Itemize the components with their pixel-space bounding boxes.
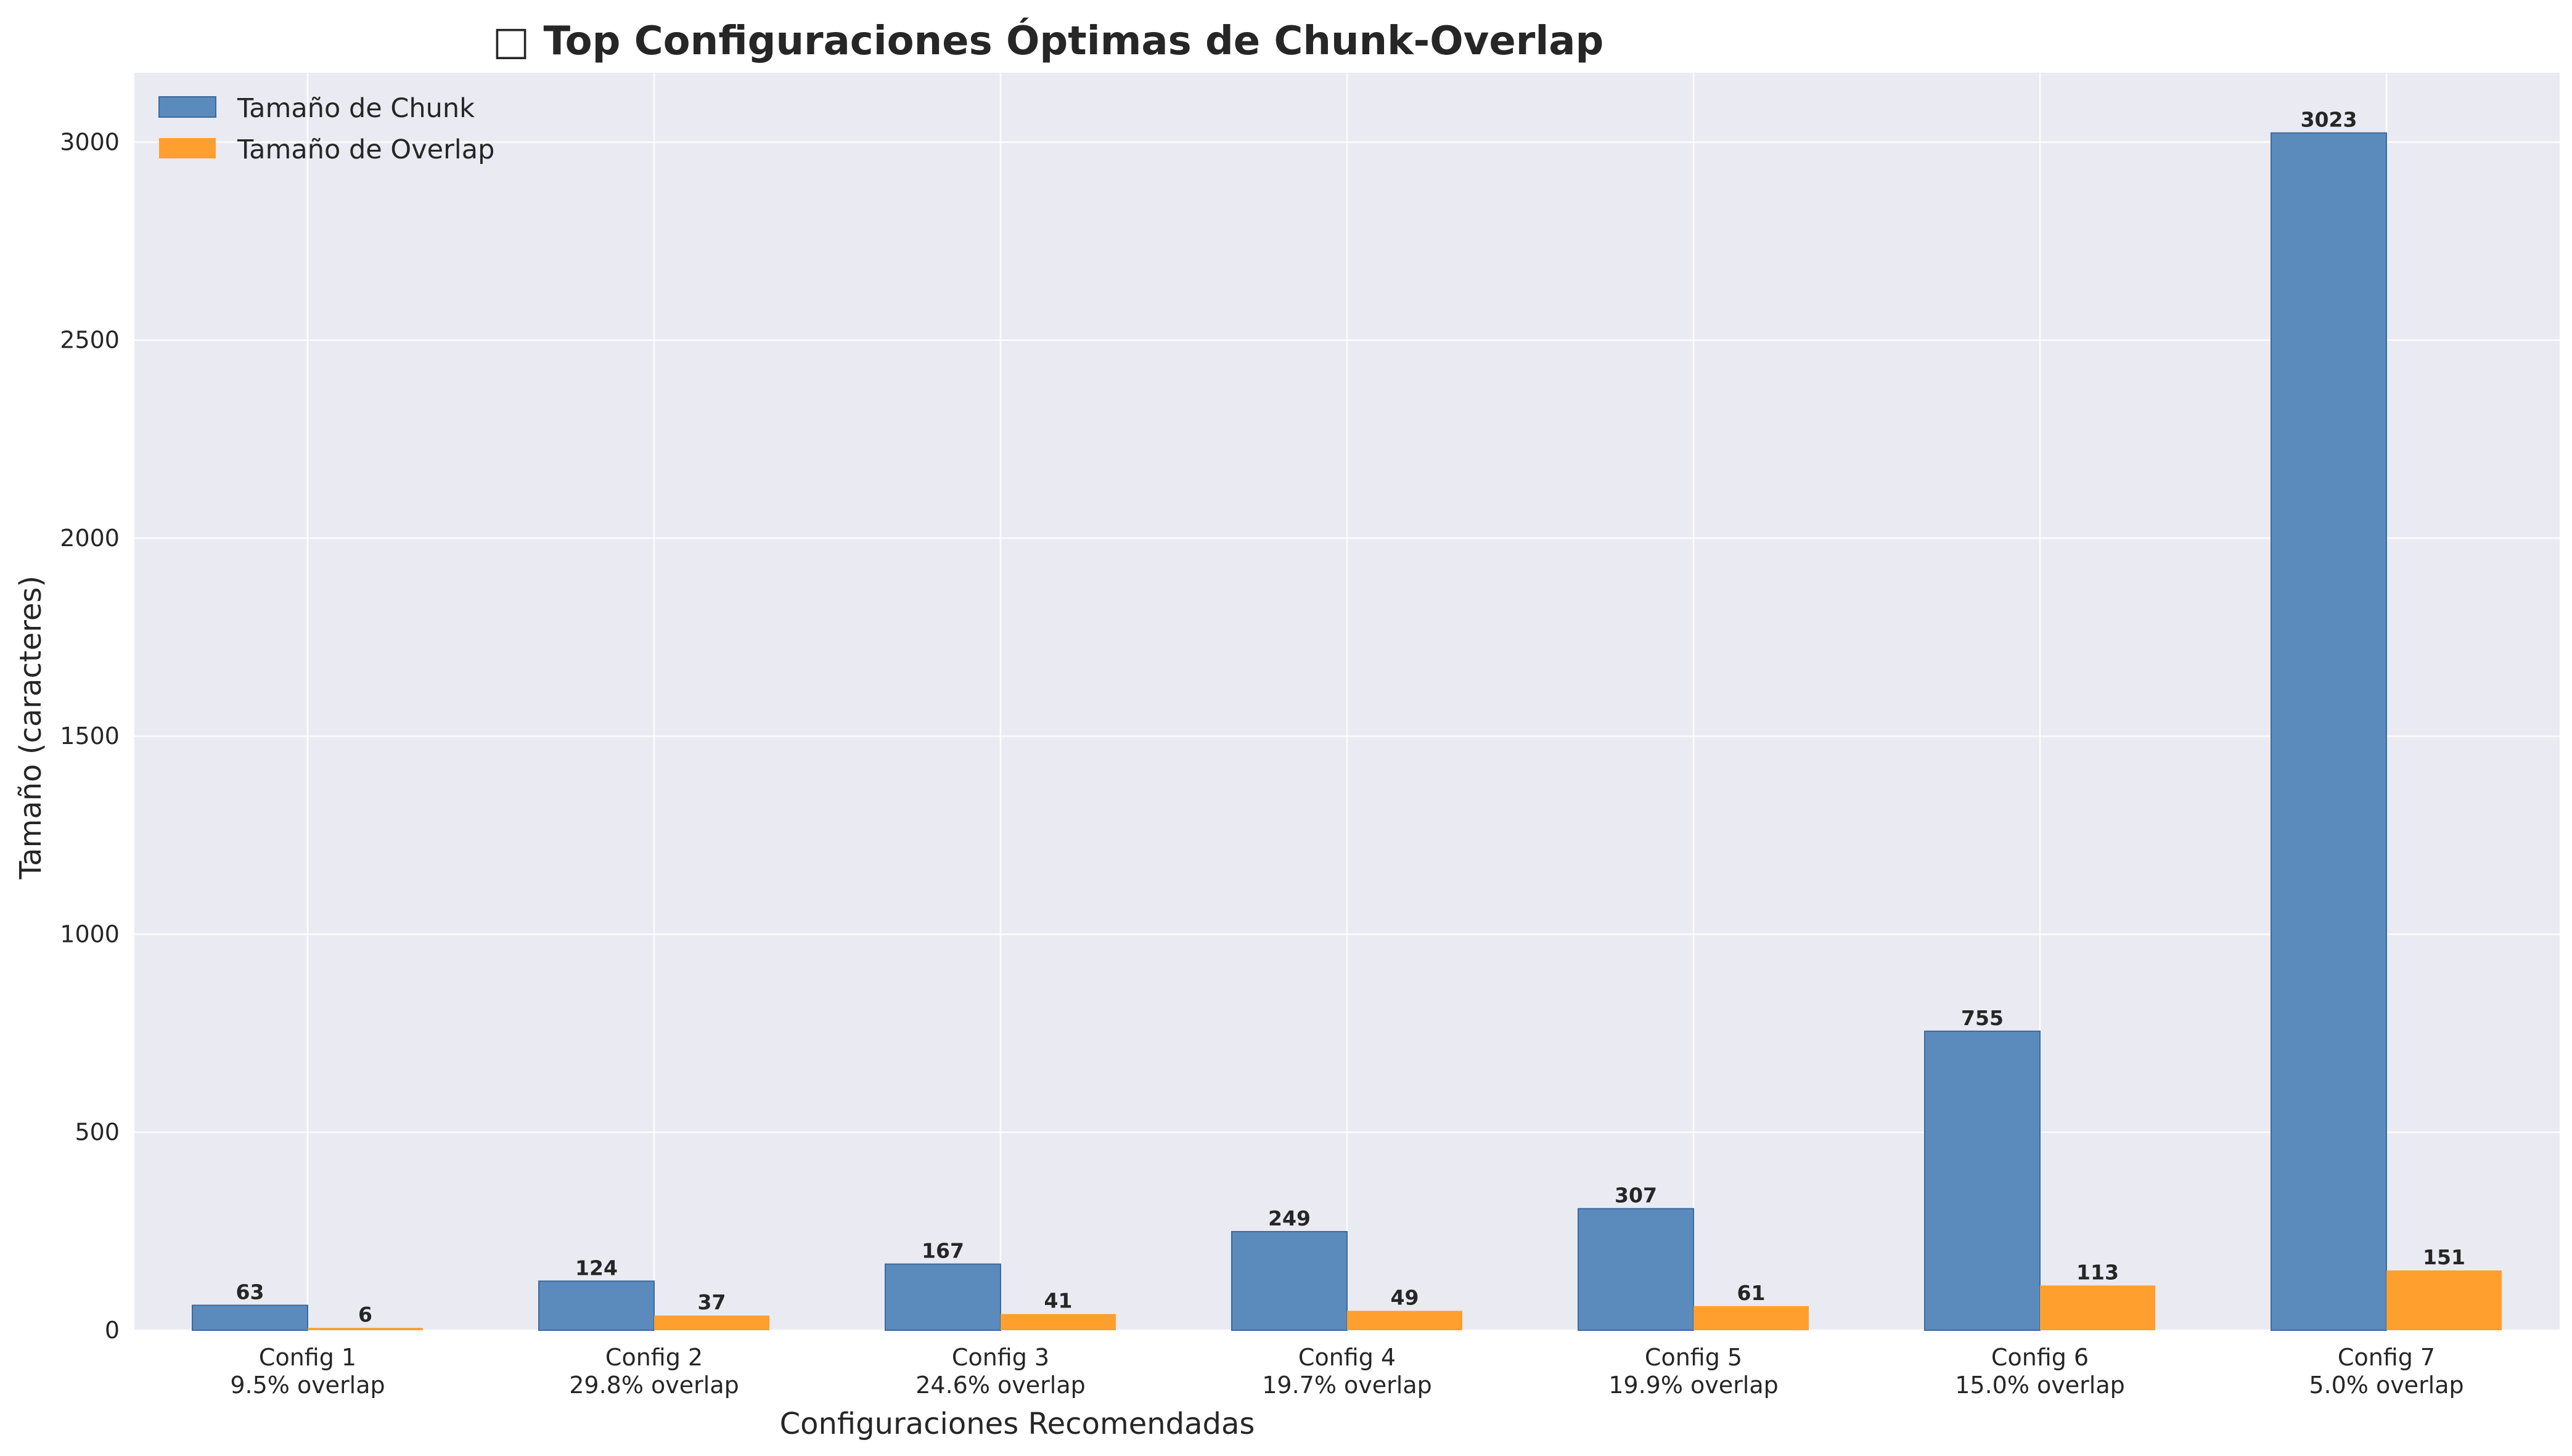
bar-overlap bbox=[1347, 1311, 1462, 1330]
legend: Tamaño de Chunk Tamaño de Overlap bbox=[158, 93, 494, 165]
x-tick-label: Config 5 bbox=[1645, 1344, 1742, 1371]
y-tick-label: 2500 bbox=[60, 327, 120, 354]
legend-swatch-overlap bbox=[159, 138, 216, 158]
value-label-overlap: 61 bbox=[1737, 1281, 1766, 1305]
value-label-chunk: 124 bbox=[575, 1256, 618, 1280]
bar-chunk bbox=[1231, 1231, 1348, 1331]
bar-chunk bbox=[538, 1280, 655, 1331]
value-label-chunk: 167 bbox=[922, 1239, 964, 1263]
x-tick-sublabel: 15.0% overlap bbox=[1955, 1372, 2125, 1399]
x-tick-sublabel: 9.5% overlap bbox=[230, 1372, 385, 1399]
bar-overlap bbox=[1001, 1314, 1116, 1330]
bar-chunk bbox=[192, 1304, 308, 1331]
y-tick-label: 1000 bbox=[60, 920, 120, 947]
legend-swatch-chunk bbox=[158, 96, 216, 118]
bars bbox=[192, 132, 2502, 1331]
x-tick-label: Config 4 bbox=[1298, 1344, 1396, 1371]
bar-overlap bbox=[2040, 1285, 2155, 1330]
value-label-chunk: 249 bbox=[1268, 1206, 1311, 1230]
value-label-chunk: 3023 bbox=[2301, 108, 2357, 132]
bar-chunk bbox=[2271, 132, 2387, 1331]
grid-lines bbox=[134, 73, 2560, 1331]
y-tick-label: 500 bbox=[75, 1119, 120, 1146]
value-labels: 63 124 167 249 307 755 3023 6 37 41 49 61 113 151 bbox=[236, 108, 2465, 1327]
value-label-chunk: 63 bbox=[236, 1280, 264, 1304]
x-tick-label: Config 1 bbox=[259, 1344, 356, 1371]
value-label-overlap: 151 bbox=[2423, 1245, 2465, 1269]
bar-overlap bbox=[654, 1315, 769, 1330]
chart-title: □ Top Configuraciones Óptimas de Chunk-O… bbox=[493, 17, 1604, 64]
y-axis-ticks: 0 500 1000 1500 2000 2500 3000 bbox=[60, 128, 120, 1344]
value-label-chunk: 755 bbox=[1961, 1006, 2004, 1030]
value-label-overlap: 49 bbox=[1391, 1286, 1419, 1310]
legend-label-overlap: Tamaño de Overlap bbox=[237, 134, 494, 165]
x-tick-sublabel: 19.7% overlap bbox=[1262, 1372, 1432, 1399]
y-tick-label: 1500 bbox=[60, 722, 120, 750]
x-tick-label: Config 2 bbox=[605, 1344, 703, 1371]
value-label-overlap: 41 bbox=[1044, 1289, 1073, 1313]
x-axis-ticks: Config 19.5% overlap Config 229.8% overla… bbox=[230, 1344, 2463, 1399]
legend-label-chunk: Tamaño de Chunk bbox=[237, 93, 475, 124]
x-tick-label: Config 6 bbox=[1991, 1344, 2089, 1371]
x-tick-sublabel: 19.9% overlap bbox=[1608, 1372, 1779, 1399]
bar-chunk bbox=[1924, 1030, 2041, 1331]
value-label-chunk: 307 bbox=[1615, 1184, 1657, 1208]
x-tick-sublabel: 29.8% overlap bbox=[569, 1372, 739, 1399]
y-tick-label: 0 bbox=[105, 1317, 120, 1344]
y-axis-label: Tamaño (caracteres) bbox=[14, 576, 48, 880]
x-tick-sublabel: 24.6% overlap bbox=[915, 1372, 1086, 1399]
value-label-overlap: 37 bbox=[698, 1290, 726, 1314]
value-label-overlap: 113 bbox=[2076, 1260, 2119, 1284]
bar-chunk bbox=[1578, 1208, 1694, 1331]
x-tick-label: Config 3 bbox=[952, 1344, 1049, 1371]
bar-chunk bbox=[885, 1263, 1001, 1331]
value-label-overlap: 6 bbox=[358, 1303, 372, 1327]
bar-overlap bbox=[2386, 1270, 2502, 1330]
x-tick-label: Config 7 bbox=[2338, 1344, 2435, 1371]
x-axis-label: Configuraciones Recomendadas bbox=[780, 1407, 1255, 1441]
y-tick-label: 3000 bbox=[60, 128, 120, 155]
y-tick-label: 2000 bbox=[60, 525, 120, 552]
bar-overlap bbox=[1694, 1306, 1809, 1330]
x-tick-sublabel: 5.0% overlap bbox=[2309, 1372, 2463, 1399]
bar-overlap bbox=[308, 1328, 423, 1330]
